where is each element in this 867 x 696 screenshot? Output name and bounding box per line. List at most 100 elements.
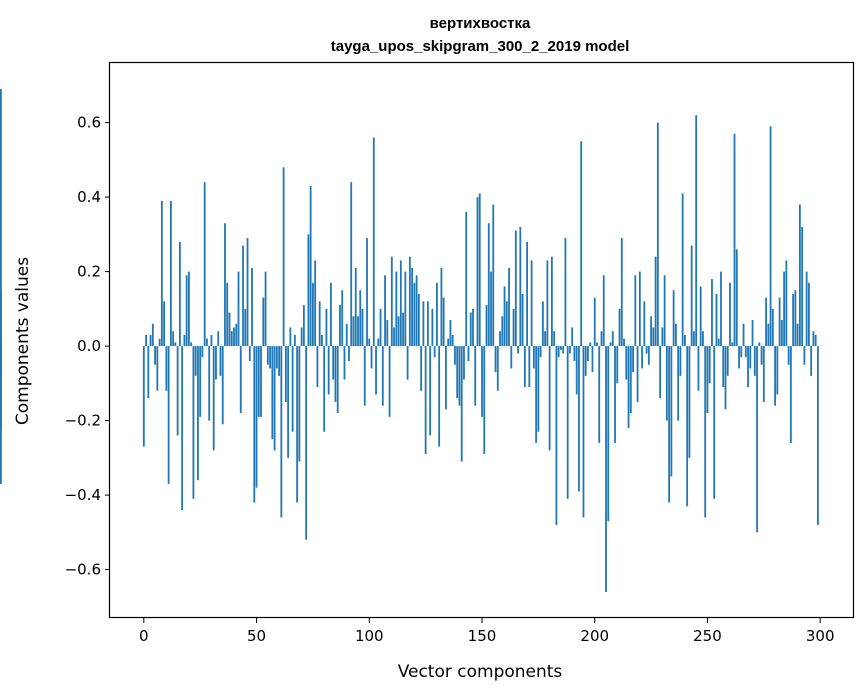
bar xyxy=(562,346,565,354)
bar xyxy=(451,334,454,347)
bar xyxy=(208,346,211,421)
bar xyxy=(555,346,558,525)
bar xyxy=(386,320,389,347)
bar xyxy=(420,346,423,391)
bar xyxy=(767,323,770,347)
bar xyxy=(194,346,197,376)
bar xyxy=(467,346,470,361)
bar xyxy=(541,301,544,347)
bar xyxy=(330,282,332,347)
bar xyxy=(185,275,188,347)
bar xyxy=(578,346,580,492)
bar xyxy=(677,346,680,421)
bar xyxy=(674,323,677,347)
bar xyxy=(183,334,186,347)
bar xyxy=(481,346,483,417)
y-tick-label: 0.0 xyxy=(77,337,101,355)
bar xyxy=(614,346,616,443)
bar xyxy=(260,346,262,417)
bar xyxy=(575,346,578,395)
bar xyxy=(361,308,364,347)
bar xyxy=(233,327,235,347)
bar xyxy=(661,327,664,347)
x-tick-label: 200 xyxy=(580,627,609,645)
bar xyxy=(789,346,792,443)
bar xyxy=(264,271,267,347)
bar xyxy=(553,331,556,347)
bar xyxy=(436,282,438,347)
bar xyxy=(445,346,447,410)
bar xyxy=(239,346,242,414)
bar xyxy=(395,271,398,347)
bar xyxy=(273,346,276,451)
bar xyxy=(278,346,280,376)
bar xyxy=(334,346,337,402)
bar xyxy=(490,271,492,347)
bar xyxy=(327,346,330,395)
bar xyxy=(600,331,603,347)
bar xyxy=(494,346,497,373)
bar xyxy=(686,346,689,507)
bar xyxy=(417,293,420,347)
bar xyxy=(643,301,646,347)
bar xyxy=(711,279,713,347)
bar xyxy=(620,238,623,347)
bar xyxy=(0,346,2,484)
bar xyxy=(702,331,704,347)
bar xyxy=(440,267,443,347)
bar xyxy=(505,301,508,347)
bar xyxy=(771,308,774,347)
bar xyxy=(390,256,393,347)
bar xyxy=(219,346,222,376)
bar xyxy=(708,346,711,384)
bar xyxy=(616,346,619,384)
bar xyxy=(454,346,456,365)
bar xyxy=(733,133,736,347)
bar xyxy=(284,346,287,402)
bar xyxy=(537,346,540,432)
bar xyxy=(406,346,409,380)
bar xyxy=(501,316,504,347)
bar xyxy=(557,346,560,358)
bar xyxy=(345,323,348,347)
bar xyxy=(654,256,657,347)
bar xyxy=(399,260,402,347)
bar xyxy=(242,245,244,347)
bar xyxy=(332,346,335,380)
bar xyxy=(474,346,477,406)
bar xyxy=(607,346,610,522)
y-tick-label: 0.2 xyxy=(77,263,101,281)
bar xyxy=(693,331,695,347)
bar xyxy=(298,346,301,462)
bar xyxy=(487,223,490,347)
y-tick-label: 0.4 xyxy=(77,188,101,206)
bar xyxy=(776,346,779,395)
bar xyxy=(253,346,256,503)
bar xyxy=(0,338,2,347)
y-tick-label: −0.4 xyxy=(65,486,101,504)
bar xyxy=(246,238,249,347)
bar xyxy=(508,267,510,347)
bar xyxy=(221,346,224,425)
bar xyxy=(368,338,371,347)
x-tick-label: 50 xyxy=(247,627,266,645)
bar xyxy=(293,334,296,347)
bar xyxy=(169,200,172,347)
bar xyxy=(713,346,716,499)
bar xyxy=(237,271,240,347)
bar xyxy=(499,331,501,347)
bar xyxy=(679,346,682,376)
bar xyxy=(650,316,652,347)
bars-group xyxy=(0,89,819,592)
x-tick-label: 300 xyxy=(806,627,835,645)
bar xyxy=(363,346,366,406)
bar xyxy=(803,346,806,365)
bar xyxy=(769,126,772,347)
bar xyxy=(350,182,353,347)
bar xyxy=(381,346,384,406)
bar xyxy=(753,346,756,376)
bar xyxy=(354,267,357,347)
bar xyxy=(447,338,450,347)
bar xyxy=(172,331,175,347)
bar xyxy=(307,234,310,347)
